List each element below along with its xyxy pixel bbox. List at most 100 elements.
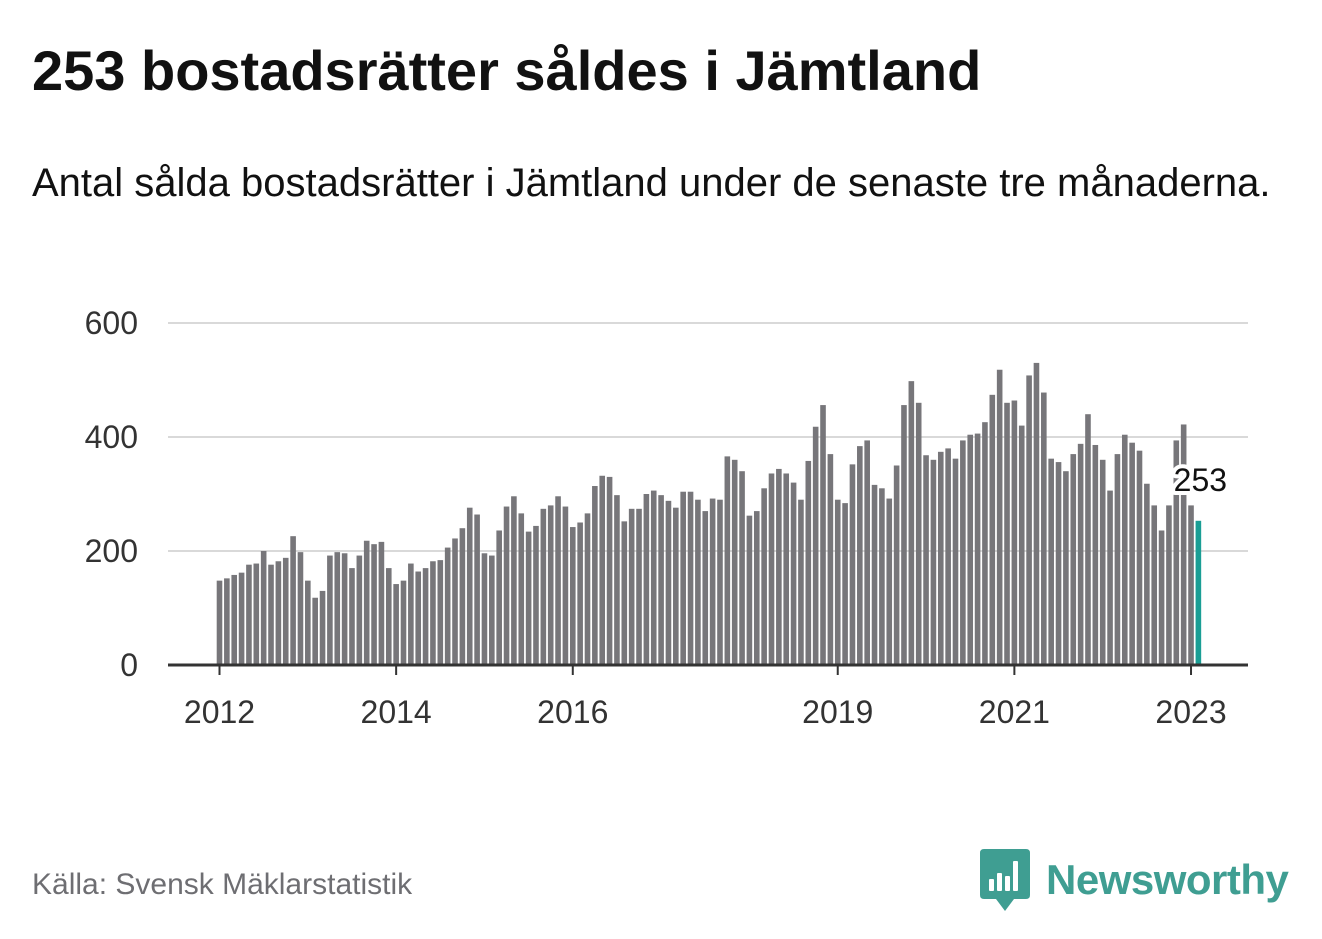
bar xyxy=(628,508,635,665)
bar xyxy=(415,571,422,665)
bar xyxy=(584,513,591,665)
bar xyxy=(408,563,414,665)
bar xyxy=(709,498,716,665)
highlight-value-label: 253 xyxy=(1174,462,1227,498)
bar xyxy=(452,538,458,665)
bar xyxy=(930,459,937,665)
bar xyxy=(1063,471,1069,665)
source-note: Källa: Svensk Mäklarstatistik xyxy=(32,868,413,901)
x-tick-label-2019: 2019 xyxy=(802,694,873,730)
bar xyxy=(753,511,760,665)
bar xyxy=(305,580,311,665)
bar xyxy=(297,552,304,665)
bar xyxy=(562,506,569,665)
bar xyxy=(577,522,583,665)
chart-title: 253 bostadsrätter såldes i Jämtland xyxy=(32,39,982,102)
bar xyxy=(385,568,392,665)
bar xyxy=(1121,434,1128,665)
bar xyxy=(996,369,1003,665)
chart-subtitle: Antal sålda bostadsrätter i Jämtland und… xyxy=(32,161,1271,205)
bar xyxy=(923,455,929,665)
x-tick-label-2023: 2023 xyxy=(1155,694,1226,730)
bar xyxy=(1004,402,1010,665)
bar xyxy=(1048,458,1054,665)
bar xyxy=(253,563,260,665)
bar xyxy=(864,440,870,665)
bar xyxy=(312,597,318,665)
bar xyxy=(371,544,377,665)
bar xyxy=(1041,392,1047,665)
bar xyxy=(1055,462,1062,665)
bar xyxy=(687,491,694,665)
bar xyxy=(812,426,819,665)
bar xyxy=(739,471,745,665)
bar xyxy=(503,506,510,665)
bar xyxy=(422,568,429,665)
bar xyxy=(842,503,848,665)
bar xyxy=(886,498,893,665)
bar xyxy=(901,405,907,665)
bar xyxy=(275,561,282,665)
bar xyxy=(238,572,245,665)
bar xyxy=(1151,505,1158,665)
bar xyxy=(1136,450,1143,665)
bar xyxy=(849,464,856,665)
bar xyxy=(879,488,885,665)
bar xyxy=(1166,505,1172,665)
bar xyxy=(334,552,341,665)
bar xyxy=(459,528,466,665)
bar xyxy=(400,580,407,665)
bar xyxy=(268,564,274,665)
bar xyxy=(437,560,444,665)
bar xyxy=(937,451,944,665)
bar xyxy=(1188,505,1194,665)
bar xyxy=(1070,454,1077,665)
y-tick-label-200: 200 xyxy=(85,533,138,569)
bar xyxy=(1114,454,1121,665)
bar xyxy=(805,460,812,665)
bar xyxy=(599,475,606,665)
bar xyxy=(893,465,900,665)
bar xyxy=(798,499,804,665)
bar xyxy=(827,454,834,665)
bar xyxy=(717,499,723,665)
bar xyxy=(547,505,554,665)
bar xyxy=(481,553,488,665)
bar xyxy=(614,495,620,665)
bar xyxy=(776,468,782,665)
bar xyxy=(363,540,370,665)
bar xyxy=(908,381,915,665)
bar xyxy=(960,440,966,665)
bar xyxy=(569,527,576,665)
bar xyxy=(790,482,797,665)
bar xyxy=(1011,400,1018,665)
bar xyxy=(1018,425,1025,665)
bar xyxy=(1180,424,1187,665)
bar xyxy=(1129,442,1135,665)
bar xyxy=(982,422,988,665)
bar xyxy=(474,514,480,665)
axes: 0 200 400 600 2012 2014 2016 2019 2021 2023 253 xyxy=(85,305,1248,730)
bar xyxy=(945,448,951,665)
bar xyxy=(989,394,996,665)
bar xyxy=(1144,483,1150,665)
bar xyxy=(1173,440,1180,665)
bar xyxy=(525,531,532,665)
newsworthy-logo-icon xyxy=(980,849,1030,911)
bar xyxy=(665,500,672,665)
bar xyxy=(768,473,775,665)
bar xyxy=(518,513,525,665)
bar xyxy=(643,494,650,665)
bar xyxy=(1077,443,1084,665)
bar xyxy=(540,508,547,665)
bar-chart: 0 200 400 600 2012 2014 2016 2019 2021 2023 253 xyxy=(85,305,1248,730)
bar xyxy=(974,433,981,665)
bar xyxy=(857,446,863,665)
brand-logo[interactable]: Newsworthy xyxy=(980,848,1289,912)
bar xyxy=(967,434,974,665)
bar xyxy=(1107,490,1113,665)
x-tick-label-2014: 2014 xyxy=(361,694,432,730)
bar xyxy=(1026,375,1032,665)
bars xyxy=(216,362,1202,665)
bar xyxy=(731,459,738,665)
